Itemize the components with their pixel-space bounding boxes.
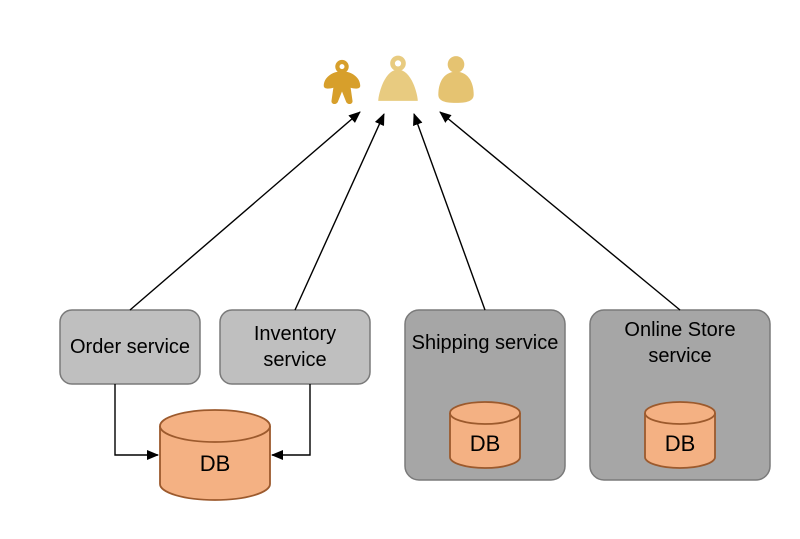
user-icon — [430, 53, 482, 110]
users-icon-group — [305, 30, 495, 110]
service-shipping-label: Shipping service — [405, 310, 565, 376]
service-onlinestore-label: Online Store service — [590, 310, 770, 376]
shared-db-label: DB — [160, 451, 270, 477]
user-icon — [318, 57, 366, 110]
onlinestore-db-label: DB — [645, 431, 715, 457]
user-icon — [372, 53, 424, 110]
service-order-label: Order service — [60, 310, 200, 384]
shipping-db-label: DB — [450, 431, 520, 457]
service-inventory-label: Inventory service — [220, 310, 370, 384]
